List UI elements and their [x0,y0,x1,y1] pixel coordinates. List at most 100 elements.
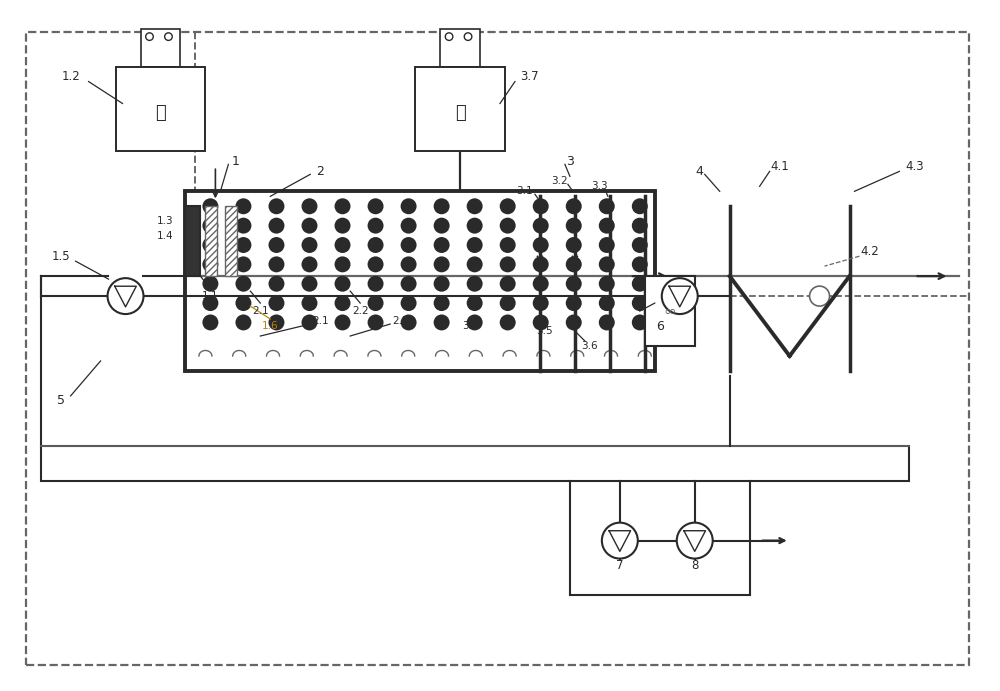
Circle shape [632,295,648,311]
Bar [440,28,480,66]
Text: 碱: 碱 [155,104,166,122]
Circle shape [533,295,549,311]
Circle shape [533,237,549,253]
Circle shape [467,314,483,330]
Circle shape [268,256,284,272]
Text: 2.2: 2.2 [392,316,408,326]
Text: 1.3: 1.3 [157,216,174,226]
Circle shape [268,198,284,214]
Circle shape [401,295,417,311]
Circle shape [335,295,351,311]
Circle shape [335,256,351,272]
Bar [185,207,200,276]
Circle shape [302,276,317,292]
Text: 3.1: 3.1 [517,187,533,196]
Circle shape [500,314,516,330]
Circle shape [335,276,351,292]
Circle shape [467,237,483,253]
Circle shape [434,198,450,214]
Circle shape [467,218,483,234]
Circle shape [500,198,516,214]
Text: 7: 7 [616,559,624,572]
Circle shape [566,295,582,311]
Circle shape [368,314,384,330]
Circle shape [599,295,615,311]
Circle shape [662,278,698,314]
Circle shape [632,198,648,214]
Circle shape [467,276,483,292]
Circle shape [268,314,284,330]
Circle shape [810,286,830,306]
Circle shape [335,237,351,253]
Circle shape [566,198,582,214]
Circle shape [599,314,615,330]
Circle shape [268,295,284,311]
Bar [140,28,180,66]
Circle shape [434,237,450,253]
Bar [41,446,909,481]
Text: 1.4: 1.4 [157,231,174,241]
Bar [225,207,237,276]
Circle shape [202,218,218,234]
Circle shape [335,218,351,234]
Text: 4.3: 4.3 [905,160,924,173]
Circle shape [632,314,648,330]
Circle shape [302,295,317,311]
Circle shape [599,256,615,272]
Text: 2.1: 2.1 [312,316,329,326]
Text: 3.3: 3.3 [592,181,608,191]
Text: 3.5: 3.5 [537,326,553,336]
Text: 3.6: 3.6 [582,341,598,351]
Text: 1.6: 1.6 [262,321,279,331]
Circle shape [202,237,218,253]
Text: 2.1: 2.1 [252,306,269,316]
Circle shape [401,256,417,272]
Circle shape [368,276,384,292]
Circle shape [368,198,384,214]
Text: 8: 8 [691,559,698,572]
Circle shape [500,218,516,234]
Circle shape [202,256,218,272]
Text: ∞: ∞ [663,303,676,319]
Circle shape [302,198,317,214]
Circle shape [302,314,317,330]
Circle shape [202,198,218,214]
Circle shape [335,314,351,330]
Bar [205,207,217,276]
Bar [415,66,505,151]
Circle shape [599,276,615,292]
Circle shape [302,256,317,272]
Text: 3: 3 [566,155,574,168]
Text: 4.1: 4.1 [770,160,789,173]
Circle shape [302,218,317,234]
Circle shape [401,314,417,330]
Circle shape [632,237,648,253]
Circle shape [566,218,582,234]
Text: 4.2: 4.2 [860,245,879,258]
Text: 4: 4 [696,165,704,178]
Circle shape [500,256,516,272]
Circle shape [235,256,251,272]
Circle shape [467,295,483,311]
Circle shape [235,237,251,253]
Circle shape [599,218,615,234]
Text: 1.5: 1.5 [51,249,70,263]
Circle shape [401,198,417,214]
Circle shape [268,237,284,253]
Circle shape [368,256,384,272]
Text: 1: 1 [231,155,239,168]
Text: 6: 6 [656,319,664,332]
Circle shape [632,256,648,272]
Bar [645,276,695,346]
Circle shape [500,237,516,253]
Circle shape [146,33,153,40]
Circle shape [235,314,251,330]
Circle shape [302,237,317,253]
Circle shape [500,295,516,311]
Circle shape [268,218,284,234]
Circle shape [632,218,648,234]
Circle shape [235,198,251,214]
Circle shape [464,33,472,40]
Circle shape [602,522,638,558]
Circle shape [632,276,648,292]
